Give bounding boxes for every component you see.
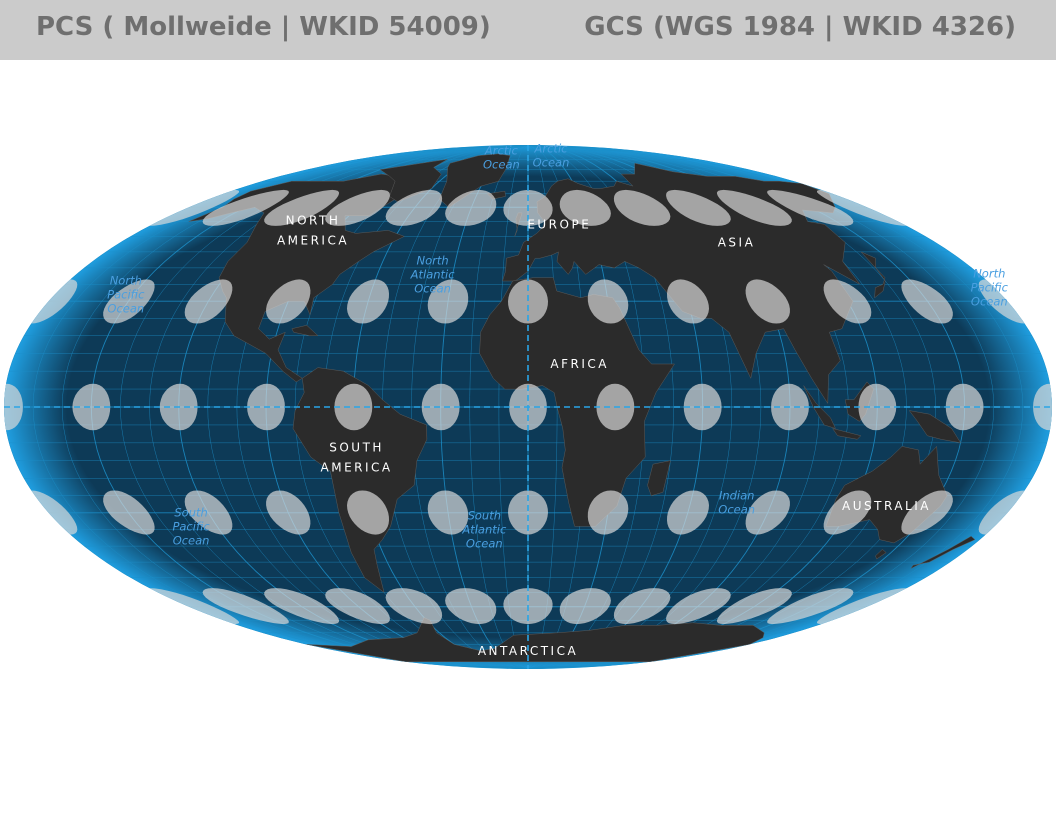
tissot-ellipse: [901, 490, 953, 535]
tissot-ellipse: [508, 279, 548, 324]
tissot-ellipse: [508, 490, 548, 535]
tissot-ellipse: [901, 279, 953, 324]
tissot-ellipse: [264, 189, 339, 226]
tissot-ellipse: [717, 189, 792, 226]
tissot-ellipse: [587, 279, 629, 324]
tissot-ellipse: [325, 189, 390, 226]
tissot-ellipse: [184, 279, 233, 324]
tissot-ellipse: [559, 189, 611, 226]
tissot-ellipse: [667, 279, 709, 324]
tissot-ellipse: [445, 588, 497, 625]
tissot-ellipse: [745, 490, 790, 535]
tissot-ellipse: [717, 588, 792, 625]
continent-label: AUSTRALIA: [842, 499, 931, 513]
land-mass: [908, 410, 962, 444]
land-mass: [292, 367, 428, 594]
ocean-labels: Arctic Ocean Arctic Ocean North Pacific Ocean N…: [107, 142, 1008, 551]
tissot-ellipse: [266, 490, 311, 535]
tissot-ellipse: [445, 189, 497, 226]
ocean-label: Arctic Ocean: [483, 143, 520, 171]
land-mass: [860, 251, 886, 299]
continent-label: ANTARCTICA: [478, 644, 578, 658]
land-mass: [379, 159, 448, 203]
mollweide-world-map: Arctic Ocean Arctic Ocean North Pacific Ocean N…: [4, 142, 1052, 669]
tissot-ellipse: [767, 588, 854, 625]
tissot-ellipse: [385, 588, 443, 625]
tissot-ellipse: [202, 189, 289, 226]
header-bar: PCS ( Mollweide | WKID 54009) GCS (WGS 1…: [0, 0, 1056, 60]
pcs-title: PCS ( Mollweide | WKID 54009): [36, 12, 491, 42]
tissot-ellipse: [745, 279, 790, 324]
land-mass: [910, 535, 976, 569]
tissot-ellipse: [666, 189, 731, 226]
tissot-ellipse: [427, 490, 469, 535]
ocean-label: South Atlantic Ocean: [461, 509, 507, 551]
tissot-ellipse: [103, 490, 155, 535]
tissot-ellipse: [767, 189, 854, 226]
ocean-label: North Pacific Ocean: [107, 273, 145, 315]
tissot-ellipse: [347, 490, 389, 535]
tissot-ellipse: [421, 383, 460, 431]
tissot-ellipse: [347, 279, 389, 324]
tissot-ellipse: [202, 588, 289, 625]
tissot-ellipse: [334, 383, 373, 431]
land-mass: [291, 325, 319, 336]
ocean-label: North Pacific Ocean: [971, 267, 1009, 309]
land-mass: [875, 549, 887, 560]
continent-label: SOUTH AMERICA: [321, 440, 393, 474]
tissot-ellipse: [103, 279, 155, 324]
continent-label: ASIA: [718, 236, 756, 250]
tissot-ellipse: [325, 588, 390, 625]
land-mass: [647, 460, 671, 497]
land-mass: [832, 428, 862, 440]
continent-label: AFRICA: [550, 357, 609, 371]
land-mass: [306, 617, 765, 663]
ocean-label: Indian Ocean: [718, 489, 755, 517]
tissot-ellipse: [1033, 383, 1052, 431]
central-axes: [4, 145, 1052, 669]
tissot-ellipse: [613, 189, 671, 226]
tissot-ellipse: [4, 383, 23, 431]
tissot-ellipse: [823, 490, 872, 535]
continent-label: NORTH AMERICA: [277, 214, 349, 248]
tissot-ellipse: [587, 490, 629, 535]
tissot-ellipse: [683, 383, 722, 431]
tissot-ellipse: [823, 279, 872, 324]
ocean-label: North Atlantic Ocean: [410, 253, 456, 295]
tissot-ellipse: [264, 588, 339, 625]
tissot-ellipse: [666, 588, 731, 625]
land-mass: [439, 153, 511, 208]
tissot-ellipse: [184, 490, 233, 535]
tissot-ellipse: [613, 588, 671, 625]
tissot-ellipse: [266, 279, 311, 324]
continent-labels: NORTH AMERICA EUROPE ASIA AFRICA SOUTH AMERICA…: [277, 214, 931, 658]
tissot-ellipse: [559, 588, 611, 625]
tissot-ellipse: [667, 490, 709, 535]
tissot-ellipse: [72, 383, 111, 431]
tissot-ellipse: [427, 279, 469, 324]
tissot-ellipse: [385, 189, 443, 226]
ocean-label: Arctic Ocean: [533, 142, 570, 170]
continent-label: EUROPE: [527, 218, 591, 232]
gcs-title: GCS (WGS 1984 | WKID 4326): [584, 12, 1016, 42]
ocean-label: South Pacific Ocean: [172, 505, 210, 547]
